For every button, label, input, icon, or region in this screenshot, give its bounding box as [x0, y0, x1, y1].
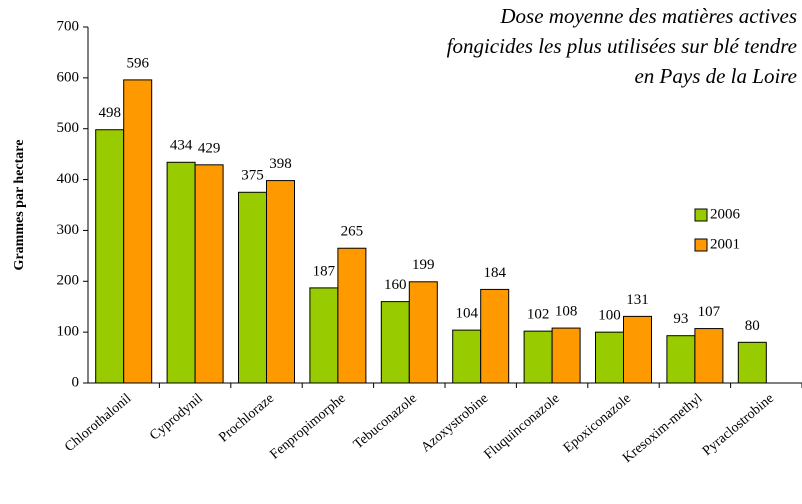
bar: [309, 287, 339, 384]
chart-title: en Pays de la Loire: [634, 64, 797, 88]
y-tick-label: 500: [57, 120, 80, 136]
bar: [238, 191, 267, 384]
x-tick-label: Fluquinconazole: [482, 391, 563, 462]
y-tick-label: 200: [57, 273, 80, 289]
value-label: 187: [313, 263, 336, 279]
value-label: 80: [745, 318, 760, 334]
y-tick-label: 700: [57, 18, 80, 34]
bar: [408, 281, 438, 384]
y-tick-label: 400: [57, 171, 80, 187]
x-tick-label: Pyraclostrobine: [700, 391, 777, 459]
y-tick-label: 600: [57, 69, 80, 85]
y-axis-title: Grammes par hectare: [12, 140, 27, 271]
x-tick-label: Epoxiconazole: [561, 391, 634, 456]
bar: [380, 301, 410, 384]
y-tick-label: 100: [57, 324, 80, 340]
legend-swatch: [694, 238, 708, 252]
value-label: 100: [598, 308, 621, 324]
bar: [666, 335, 696, 384]
value-label: 199: [412, 257, 435, 273]
x-tick-label: Fenpropimorphe: [267, 391, 348, 462]
x-tick-label: Cyprodynil: [147, 391, 206, 444]
value-label: 107: [698, 304, 721, 320]
value-label: 429: [198, 140, 221, 156]
x-tick-label: Chlorothalonil: [62, 391, 134, 455]
bar: [623, 315, 652, 384]
bar: [194, 164, 224, 384]
x-tick-label: Azoxystrobine: [419, 391, 492, 455]
chart-title: fongicides les plus utilisées sur blé te…: [447, 34, 797, 58]
value-label: 104: [455, 306, 478, 322]
bar: [694, 328, 724, 384]
value-label: 434: [170, 138, 193, 154]
bar: [523, 330, 553, 384]
bar: [266, 180, 295, 384]
legend-swatch: [694, 208, 708, 222]
value-label: 184: [483, 265, 506, 281]
value-label: 398: [269, 156, 292, 172]
x-tick-label: Prochloraze: [216, 391, 277, 445]
y-tick-label: 300: [57, 222, 80, 238]
value-label: 108: [555, 304, 578, 320]
value-label: 498: [98, 105, 121, 121]
value-label: 102: [527, 307, 550, 323]
value-label: 131: [626, 292, 649, 308]
bar: [737, 341, 767, 384]
value-label: 265: [341, 224, 364, 240]
y-tick-label: 0: [72, 374, 80, 390]
value-label: 375: [241, 168, 264, 184]
bar: [337, 247, 367, 384]
bar: [95, 129, 125, 384]
bar: [123, 79, 153, 384]
x-tick-label: Tebuconazole: [351, 391, 420, 452]
value-label: 160: [384, 277, 407, 293]
bar: [166, 161, 196, 384]
value-label: 596: [126, 55, 149, 71]
legend-label: 2001: [710, 236, 740, 252]
bar: [452, 329, 482, 384]
chart-title: Dose moyenne des matières actives: [499, 4, 797, 28]
legend-label: 2006: [710, 206, 741, 222]
bar: [595, 331, 624, 384]
bar: [480, 288, 510, 384]
value-label: 93: [673, 311, 688, 327]
bar: [551, 327, 581, 384]
